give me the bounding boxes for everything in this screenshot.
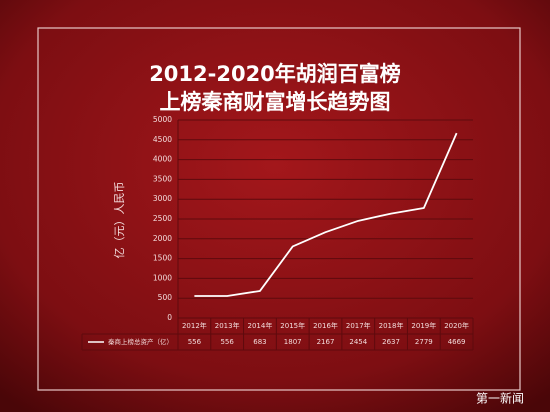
table-value: 2637 (382, 338, 400, 346)
line (194, 132, 458, 297)
table-value: 2454 (349, 338, 367, 346)
x-tick-label: 2016年 (313, 321, 338, 330)
x-tick-label: 2017年 (346, 321, 371, 330)
table-value: 2167 (317, 338, 335, 346)
y-tick-label: 3000 (153, 194, 172, 203)
plot: 0 500 1000 1500 2000 2500 3000 3500 4000 4500 5000… (81, 115, 474, 351)
y-tick-label: 5000 (153, 115, 172, 124)
y-tick-label: 1000 (153, 273, 172, 282)
table-value: 4669 (448, 338, 466, 346)
x-tick-label: 2012年 (182, 321, 207, 330)
x-tick-label: 2013年 (215, 321, 240, 330)
y-axis-label: 亿（元）人民币 (113, 182, 126, 259)
y-tick-label: 4000 (153, 155, 172, 164)
y-tick-label: 4500 (153, 135, 172, 144)
y-tick-label: 500 (158, 293, 173, 302)
legend-label: 秦商上榜总资产（亿） (108, 337, 173, 346)
y-tick-label: 3500 (153, 174, 172, 183)
y-tick-label: 2500 (153, 214, 172, 223)
table-value: 556 (188, 338, 202, 346)
table-value: 556 (220, 338, 234, 346)
x-tick-label: 2015年 (280, 321, 305, 330)
frame (37, 27, 521, 391)
watermark: 第一新闻 (476, 391, 524, 406)
chart-subtitle: 上榜秦商财富增长趋势图 (160, 90, 391, 114)
table-value: 1807 (284, 338, 302, 346)
table-value: 683 (253, 338, 266, 346)
x-tick-label: 2018年 (379, 321, 404, 330)
y-tick-label: 2000 (153, 234, 172, 243)
x-tick-label: 2014年 (248, 321, 273, 330)
y-tick-label: 1500 (153, 254, 172, 263)
table-value: 2779 (415, 338, 433, 346)
y-tick-label: 0 (167, 313, 172, 322)
x-tick-label: 2019年 (411, 321, 436, 330)
x-tick-label: 2020年 (444, 321, 469, 330)
chart-title: 2012-2020年胡润百富榜 (149, 62, 401, 86)
